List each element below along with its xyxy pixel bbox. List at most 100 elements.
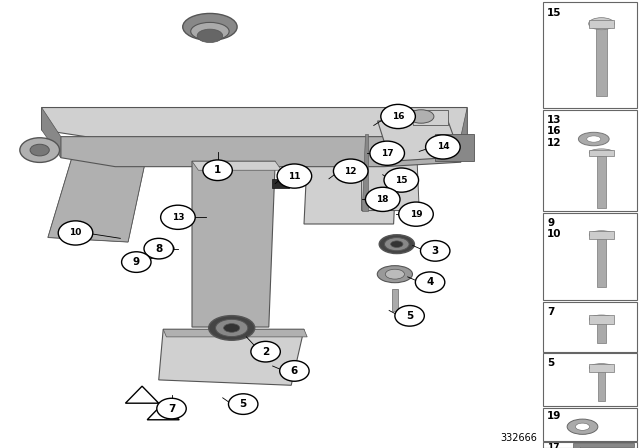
Text: 9: 9 [132,257,140,267]
Ellipse shape [385,269,404,279]
Text: 5: 5 [239,399,247,409]
Ellipse shape [408,110,434,123]
Text: 19: 19 [547,411,561,421]
Circle shape [251,341,280,362]
Text: 9: 9 [547,218,554,228]
Bar [589,20,614,28]
Circle shape [228,394,258,414]
Text: 1: 1 [214,165,221,175]
Circle shape [381,104,415,129]
Bar [543,442,637,448]
Ellipse shape [156,245,171,253]
Circle shape [333,159,368,183]
Circle shape [365,187,400,211]
Bar [543,213,637,300]
Bar [543,2,637,108]
Ellipse shape [589,149,614,156]
Bar [596,319,606,343]
Ellipse shape [223,323,240,332]
Circle shape [58,221,93,245]
Ellipse shape [575,423,589,430]
Polygon shape [573,443,634,448]
Text: 17: 17 [381,149,394,158]
Text: 12: 12 [344,167,357,176]
Polygon shape [378,121,461,161]
Ellipse shape [567,419,598,435]
Text: 15: 15 [547,8,562,17]
Text: 14: 14 [436,142,449,151]
Text: 16: 16 [547,126,562,136]
Circle shape [415,272,445,293]
Text: 8: 8 [155,244,163,254]
Bar [598,368,605,401]
Text: 17: 17 [547,443,560,448]
Bar [589,315,614,323]
Ellipse shape [579,132,609,146]
Text: 13: 13 [547,115,562,125]
Ellipse shape [20,138,60,162]
Text: 7: 7 [168,404,175,414]
Ellipse shape [587,136,601,142]
Circle shape [280,361,309,381]
Text: 10: 10 [69,228,82,237]
Ellipse shape [589,364,614,372]
Ellipse shape [197,29,223,43]
Bar [543,408,637,441]
Text: 7: 7 [547,307,555,317]
Polygon shape [362,134,368,211]
Circle shape [370,141,404,165]
Circle shape [420,241,450,261]
Ellipse shape [159,246,167,251]
Ellipse shape [152,243,174,254]
Text: 332666: 332666 [500,433,538,443]
Ellipse shape [183,13,237,40]
Ellipse shape [589,231,614,239]
Circle shape [161,205,195,229]
Bar [596,24,607,96]
Polygon shape [304,157,397,224]
Circle shape [384,168,419,192]
Polygon shape [410,110,448,125]
Polygon shape [192,161,275,327]
Bar [543,353,637,406]
Polygon shape [435,134,474,161]
Text: 18: 18 [376,195,389,204]
Text: 6: 6 [291,366,298,376]
Circle shape [203,160,232,181]
Ellipse shape [379,235,415,254]
Polygon shape [42,108,467,141]
Polygon shape [48,152,147,242]
Text: 5: 5 [547,358,554,368]
Polygon shape [42,108,61,158]
Circle shape [122,252,151,272]
Polygon shape [192,161,282,170]
Text: 3: 3 [431,246,439,256]
Text: 4: 4 [426,277,434,287]
Text: 10: 10 [547,229,562,239]
Polygon shape [392,289,398,311]
Ellipse shape [216,319,248,336]
Bar [589,364,614,372]
Polygon shape [362,134,419,211]
Circle shape [399,202,433,226]
Circle shape [144,238,173,259]
Polygon shape [48,152,147,242]
Text: 2: 2 [262,347,269,357]
Ellipse shape [589,17,614,30]
Text: 13: 13 [172,213,184,222]
Text: 19: 19 [410,210,422,219]
Polygon shape [461,108,467,162]
Polygon shape [61,137,461,167]
Text: 12: 12 [547,138,562,147]
Bar [597,152,606,208]
Bar [596,235,606,287]
Bar [589,150,614,156]
Circle shape [426,135,460,159]
Circle shape [395,306,424,326]
Bar [543,302,637,352]
Ellipse shape [30,144,49,156]
Ellipse shape [209,315,255,340]
Ellipse shape [385,237,409,251]
Text: 11: 11 [288,172,301,181]
Bar [543,110,637,211]
